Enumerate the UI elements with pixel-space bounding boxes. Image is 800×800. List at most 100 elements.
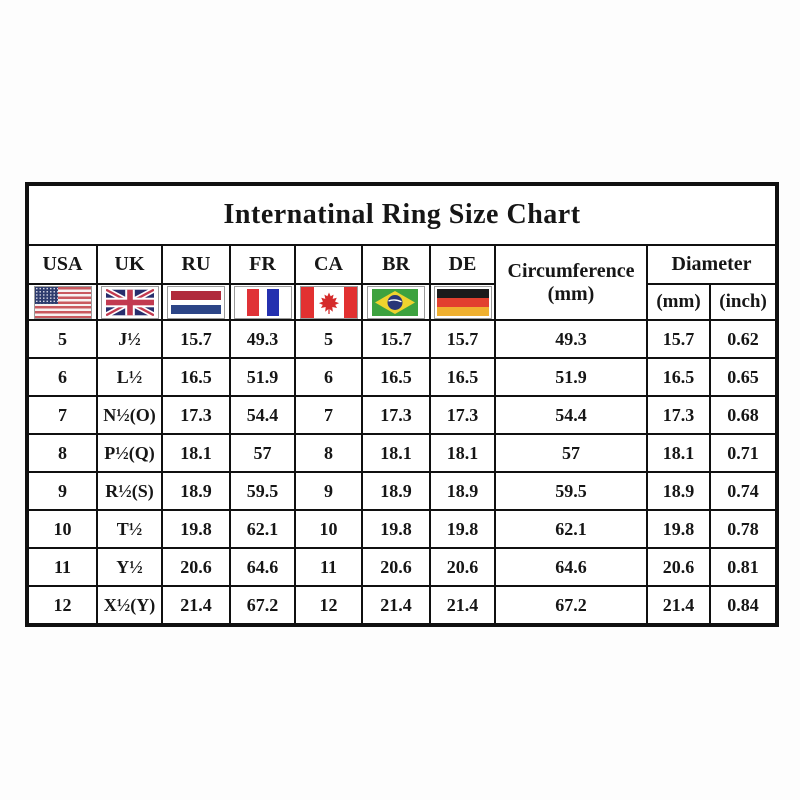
cell-usa: 9 xyxy=(26,471,98,511)
cell-de: 18.9 xyxy=(429,471,496,511)
cell-fr: 62.1 xyxy=(229,509,296,549)
cell-circumference: 64.6 xyxy=(494,547,648,587)
cell-circumference: 57 xyxy=(494,433,648,473)
cell-diameter-mm: 16.5 xyxy=(646,357,711,397)
column-header-de: DE xyxy=(429,244,496,285)
cell-uk: J½ xyxy=(96,319,163,359)
cell-uk: X½(Y) xyxy=(96,585,163,626)
column-header-ru: RU xyxy=(161,244,231,285)
cell-diameter-mm: 21.4 xyxy=(646,585,711,626)
cell-de: 15.7 xyxy=(429,319,496,359)
ring-size-table: Internatinal Ring Size Chart USA UK RU F… xyxy=(25,182,780,627)
title-row: Internatinal Ring Size Chart xyxy=(25,183,779,246)
cell-uk: T½ xyxy=(96,509,163,549)
table-row: 9 R½(S) 18.9 59.5 9 18.9 18.9 59.5 18.9 … xyxy=(26,471,779,511)
us-flag-icon xyxy=(33,286,92,318)
ru-flag-blue-stripe xyxy=(171,304,221,314)
cell-ca: 9 xyxy=(294,471,363,511)
fr-flag-red-stripe xyxy=(246,288,259,316)
cell-ca: 10 xyxy=(294,509,363,549)
uk-flag-icon xyxy=(100,286,159,318)
cell-uk: P½(Q) xyxy=(96,433,163,473)
column-header-usa: USA xyxy=(26,244,98,285)
table-row: 12 X½(Y) 21.4 67.2 12 21.4 21.4 67.2 21.… xyxy=(26,585,779,626)
cell-br: 19.8 xyxy=(361,509,431,549)
cell-diameter-inch: 0.84 xyxy=(708,585,779,626)
fr-flag-icon xyxy=(233,286,292,318)
cell-ca: 7 xyxy=(294,395,363,435)
cell-fr: 59.5 xyxy=(229,471,296,511)
cell-uk: L½ xyxy=(96,357,163,397)
cell-br: 18.9 xyxy=(361,471,431,511)
cell-br: 16.5 xyxy=(361,357,431,397)
cell-fr: 67.2 xyxy=(229,585,296,626)
cell-br: 15.7 xyxy=(361,319,431,359)
cell-br: 17.3 xyxy=(361,395,431,435)
flag-row: (mm) (inch) xyxy=(26,283,779,321)
cell-usa: 6 xyxy=(26,357,98,397)
de-flag-icon xyxy=(433,286,492,318)
column-header-uk: UK xyxy=(96,244,163,285)
cell-diameter-mm: 17.3 xyxy=(646,395,711,435)
cell-ru: 18.9 xyxy=(161,471,231,511)
cell-usa: 7 xyxy=(26,395,98,435)
cell-ca: 12 xyxy=(294,585,363,626)
cell-de: 18.1 xyxy=(429,433,496,473)
cell-usa: 11 xyxy=(26,547,98,587)
ru-flag-icon xyxy=(167,286,225,318)
cell-de: 20.6 xyxy=(429,547,496,587)
cell-diameter-mm: 18.9 xyxy=(646,471,711,511)
table-row: 7 N½(O) 17.3 54.4 7 17.3 17.3 54.4 17.3 … xyxy=(26,395,779,435)
cell-ru: 17.3 xyxy=(161,395,231,435)
cell-fr: 51.9 xyxy=(229,357,296,397)
cell-circumference: 67.2 xyxy=(494,585,648,626)
circumference-label: Circumference xyxy=(507,259,635,282)
fr-flag-blue-stripe xyxy=(266,288,279,316)
cell-de: 19.8 xyxy=(429,509,496,549)
br-flag-icon xyxy=(367,286,425,318)
table-row: 10 T½ 19.8 62.1 10 19.8 19.8 62.1 19.8 0… xyxy=(26,509,779,549)
column-header-br: BR xyxy=(361,244,431,285)
cell-br: 21.4 xyxy=(361,585,431,626)
ca-flag-icon xyxy=(299,286,358,318)
ring-size-chart: Internatinal Ring Size Chart USA UK RU F… xyxy=(25,182,780,627)
cell-de: 21.4 xyxy=(429,585,496,626)
cell-usa: 10 xyxy=(26,509,98,549)
cell-usa: 5 xyxy=(26,319,98,359)
cell-diameter-inch: 0.68 xyxy=(708,395,779,435)
cell-diameter-inch: 0.71 xyxy=(708,433,779,473)
cell-usa: 8 xyxy=(26,433,98,473)
cell-diameter-mm: 20.6 xyxy=(646,547,711,587)
cell-br: 20.6 xyxy=(361,547,431,587)
diameter-unit-mm: (mm) xyxy=(646,283,711,321)
table-row: 6 L½ 16.5 51.9 6 16.5 16.5 51.9 16.5 0.6… xyxy=(26,357,779,397)
us-flag-canton xyxy=(34,286,58,304)
cell-ru: 21.4 xyxy=(161,585,231,626)
circumference-unit: (mm) xyxy=(547,282,595,305)
cell-ca: 6 xyxy=(294,357,363,397)
cell-circumference: 51.9 xyxy=(494,357,648,397)
column-header-fr: FR xyxy=(229,244,296,285)
chart-title: Internatinal Ring Size Chart xyxy=(25,183,779,246)
table-row: 11 Y½ 20.6 64.6 11 20.6 20.6 64.6 20.6 0… xyxy=(26,547,779,587)
cell-ru: 19.8 xyxy=(161,509,231,549)
cell-circumference: 54.4 xyxy=(494,395,648,435)
column-header-circumference: Circumference (mm) xyxy=(494,244,648,321)
table-row: 5 J½ 15.7 49.3 5 15.7 15.7 49.3 15.7 0.6… xyxy=(26,319,779,359)
cell-ca: 5 xyxy=(294,319,363,359)
cell-diameter-inch: 0.81 xyxy=(708,547,779,587)
cell-fr: 49.3 xyxy=(229,319,296,359)
cell-fr: 64.6 xyxy=(229,547,296,587)
cell-circumference: 62.1 xyxy=(494,509,648,549)
maple-leaf-icon xyxy=(318,291,339,314)
cell-uk: R½(S) xyxy=(96,471,163,511)
cell-circumference: 59.5 xyxy=(494,471,648,511)
column-header-diameter: Diameter xyxy=(645,244,779,285)
cell-ru: 18.1 xyxy=(161,433,231,473)
cell-uk: Y½ xyxy=(96,547,163,587)
cell-de: 17.3 xyxy=(429,395,496,435)
cell-br: 18.1 xyxy=(361,433,431,473)
cell-ru: 15.7 xyxy=(161,319,231,359)
cell-fr: 54.4 xyxy=(229,395,296,435)
